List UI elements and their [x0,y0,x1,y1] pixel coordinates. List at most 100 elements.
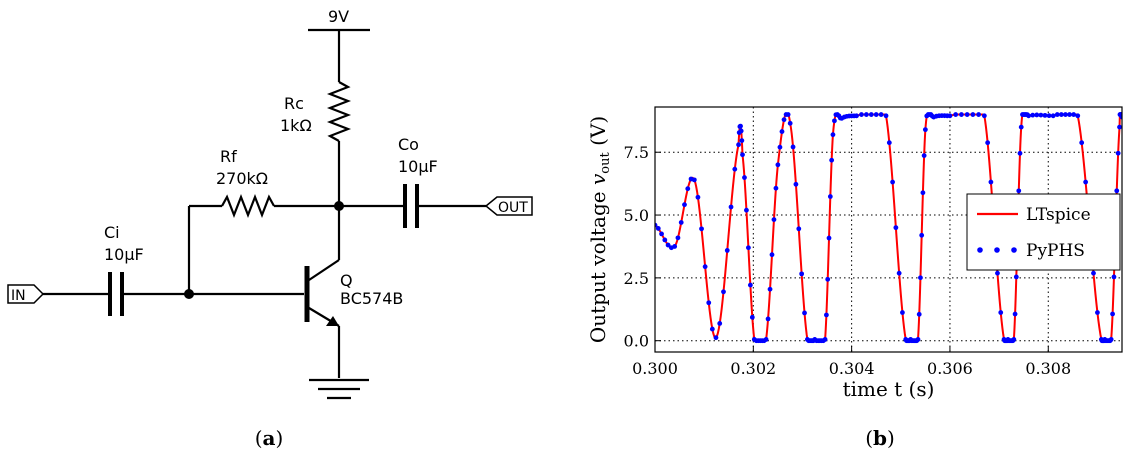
caption-a: (a) [255,426,284,450]
series-pyphs-point [1046,113,1052,119]
series-pyphs-point [1054,112,1060,117]
y-tick-label: 2.5 [624,269,649,288]
x-tick-label: 0.306 [927,359,973,378]
legend-pyphs-label: PyPHS [1026,241,1085,261]
series-pyphs-point [709,326,715,332]
x-tick-label: 0.304 [829,359,875,378]
out-port-icon [484,196,533,216]
series-pyphs-point [832,118,837,124]
q-value: BC574B [340,289,403,308]
series-pyphs-point [915,337,921,342]
series-pyphs-point [746,245,751,251]
series-pyphs-point [682,202,687,208]
series-pyphs-point [728,204,734,210]
y-tick-label: 0.0 [624,332,649,351]
series-pyphs-point [1114,188,1120,194]
series-pyphs-point [947,113,953,119]
series-pyphs-point [868,112,874,117]
series-pyphs-point [976,112,982,117]
series-pyphs-point [1091,270,1096,276]
series-pyphs-point [1026,113,1031,119]
series [655,112,1122,344]
series-pyphs-point [1108,337,1114,342]
ci-value: 10µF [104,245,144,264]
ci-name: Ci [104,223,120,242]
series-pyphs-point [854,113,859,119]
rc-resistor-symbol [326,81,352,142]
rf-name: Rf [220,147,237,166]
series-pyphs-point [883,113,889,119]
series-pyphs-point [749,314,755,320]
series-pyphs-point [790,144,796,150]
series-pyphs-point [740,152,745,158]
series-pyphs-point [998,310,1004,315]
series-pyphs-point [1079,140,1085,146]
ticks: 0.300 0.302 0.304 0.306 0.308 0.0 2.5 5.0 7.5 [624,143,1072,378]
supply-label: 9V [328,7,349,26]
series-pyphs-point [964,112,970,117]
series-pyphs-point [702,264,708,270]
series-pyphs-point [1111,274,1117,280]
series-pyphs-point [738,123,743,129]
series-pyphs-point [799,271,805,277]
series-pyphs-point [919,232,925,238]
out-port-label: OUT [498,200,528,216]
series-pyphs-point [775,162,781,168]
series-pyphs-point [878,112,884,117]
series-pyphs-point [785,112,791,117]
series-pyphs-point [747,282,753,288]
series-pyphs-point [1034,112,1040,118]
series-pyphs-point [742,175,747,180]
series-pyphs-point [825,276,831,282]
series-pyphs-point [659,231,664,237]
series-pyphs-point [678,220,684,225]
in-port-label: IN [11,288,26,304]
q-name: Q [340,271,353,290]
series-pyphs-point [829,157,835,163]
series-pyphs-point [920,190,926,196]
circuit-schematic: 9V Rc 1kΩ Rf 270kΩ Co 10µF OUT IN [7,7,533,450]
caption-b: (b) [865,426,895,450]
series-pyphs-point [1042,112,1048,118]
series-pyphs-point [675,235,681,241]
series-pyphs-point [827,194,833,199]
co-name: Co [398,135,419,154]
series-pyphs-point [662,237,668,243]
series-pyphs-point [1018,124,1024,130]
legend: LTspice PyPHS [966,193,1121,271]
series-pyphs-point [886,140,892,146]
series-pyphs-point [1083,179,1089,185]
series-pyphs-point [1071,112,1077,117]
y-tick-label: 7.5 [624,143,649,162]
series-pyphs-point [706,300,712,306]
series-pyphs-point [1030,112,1036,118]
series-pyphs-point [1012,311,1018,317]
series-pyphs-point [763,337,769,342]
series-pyphs-point [738,128,744,134]
in-port-icon [7,284,45,304]
rc-name: Rc [284,94,304,113]
series-pyphs-point [777,144,783,150]
series-pyphs-points [655,112,1122,344]
x-tick-label: 0.302 [730,359,776,378]
series-pyphs-point [1058,112,1064,117]
series-pyphs-point [896,270,902,276]
x-tick-label: 0.300 [632,359,678,378]
series-pyphs-point [771,217,777,223]
series-pyphs-point [890,179,895,185]
series-pyphs-point [1013,274,1019,280]
series-pyphs-point [873,112,879,117]
series-pyphs-point [721,289,726,295]
series-pyphs-point [695,194,701,200]
series-pyphs-point [1017,150,1023,156]
rf-resistor-symbol [221,193,275,219]
series-pyphs-point [953,112,959,117]
series-pyphs-point [822,337,828,342]
x-tick-label: 0.308 [1025,359,1071,378]
series-pyphs-point [1067,112,1072,117]
series-pyphs-point [985,140,991,146]
series-pyphs-point [1038,112,1044,118]
series-pyphs-point [793,181,799,187]
series-pyphs-point [769,252,775,258]
